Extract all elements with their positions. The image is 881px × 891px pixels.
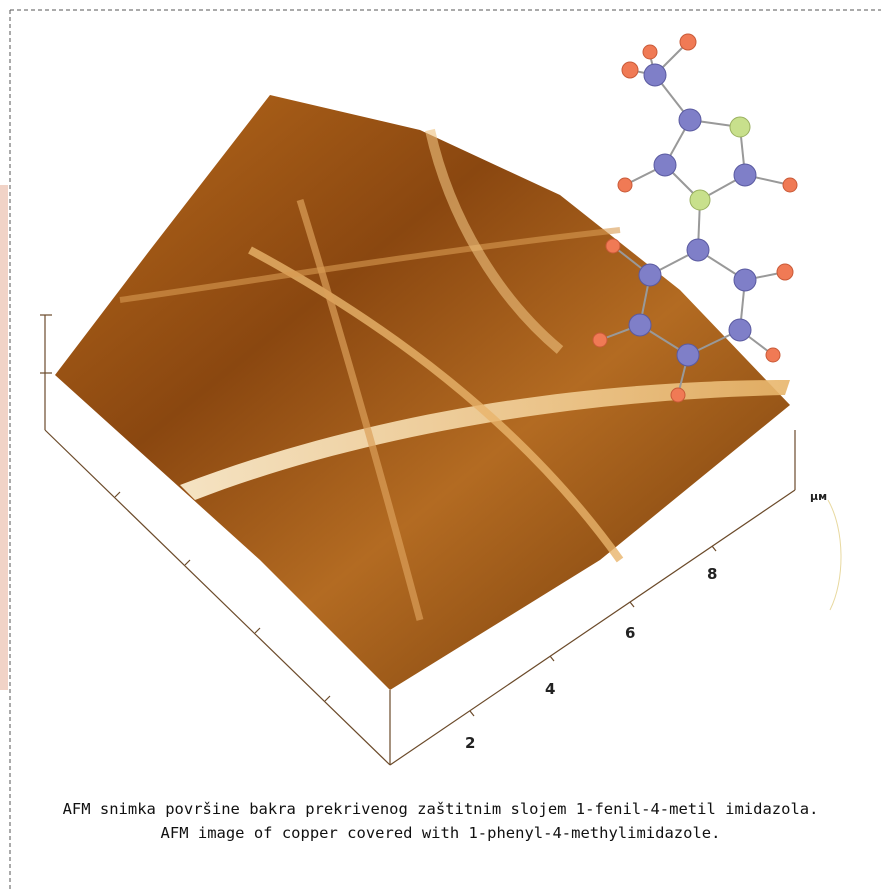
figure: 2 4 6 8 μм xyxy=(0,0,881,891)
caption-line: AFM snimka površine bakra prekrivenog za… xyxy=(0,800,881,818)
unit-label: μм xyxy=(810,490,827,503)
arc xyxy=(828,500,841,610)
axis-label: 6 xyxy=(625,624,635,642)
page: 2 4 6 8 μм AFM snimka površine bakra pre… xyxy=(0,0,881,891)
caption-line: AFM image of copper covered with 1-pheny… xyxy=(0,824,881,842)
axis-label: 8 xyxy=(707,565,717,583)
axis-label: 2 xyxy=(465,734,475,752)
axis-label: 4 xyxy=(545,680,555,698)
side-strip xyxy=(0,185,8,690)
